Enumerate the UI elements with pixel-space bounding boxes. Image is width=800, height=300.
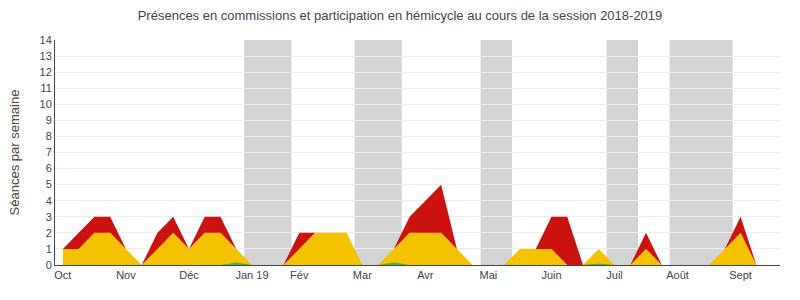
svg-text:6: 6 [46,162,52,174]
svg-text:Séances par semaine: Séances par semaine [7,90,22,216]
svg-text:Nov: Nov [116,269,136,281]
svg-text:12: 12 [40,66,52,78]
svg-text:Avr: Avr [417,269,434,281]
svg-text:Juil: Juil [606,269,623,281]
svg-text:Jan 19: Jan 19 [235,269,268,281]
svg-text:3: 3 [46,211,52,223]
svg-text:Août: Août [666,269,689,281]
svg-text:0: 0 [46,259,52,271]
svg-text:Sept: Sept [729,269,752,281]
svg-text:Présences en commissions et pa: Présences en commissions et participatio… [138,8,663,23]
svg-text:Juin: Juin [541,269,561,281]
svg-text:13: 13 [40,50,52,62]
svg-text:4: 4 [46,195,52,207]
svg-text:Mar: Mar [353,269,372,281]
svg-text:Déc: Déc [179,269,199,281]
svg-text:10: 10 [40,98,52,110]
svg-text:11: 11 [40,82,51,94]
svg-text:14: 14 [40,34,52,46]
svg-text:Oct: Oct [54,269,71,281]
svg-text:7: 7 [46,146,52,158]
svg-text:8: 8 [46,130,52,142]
svg-text:Fév: Fév [290,269,309,281]
svg-text:1: 1 [46,243,52,255]
svg-text:5: 5 [46,178,52,190]
svg-text:2: 2 [46,227,52,239]
svg-text:Mai: Mai [480,269,498,281]
svg-text:9: 9 [46,114,52,126]
